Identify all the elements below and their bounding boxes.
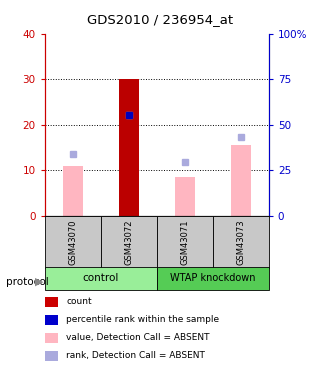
Bar bbox=[63, 166, 83, 216]
Text: rank, Detection Call = ABSENT: rank, Detection Call = ABSENT bbox=[66, 351, 205, 360]
Text: percentile rank within the sample: percentile rank within the sample bbox=[66, 315, 220, 324]
Text: GDS2010 / 236954_at: GDS2010 / 236954_at bbox=[87, 13, 233, 26]
Text: GSM43071: GSM43071 bbox=[180, 219, 189, 265]
Text: WTAP knockdown: WTAP knockdown bbox=[170, 273, 256, 283]
Text: protocol: protocol bbox=[6, 277, 49, 286]
Text: control: control bbox=[83, 273, 119, 283]
Text: GSM43072: GSM43072 bbox=[124, 219, 133, 265]
Bar bbox=[157, 267, 269, 290]
Text: GSM43073: GSM43073 bbox=[236, 219, 245, 265]
Bar bbox=[101, 216, 157, 268]
Bar bbox=[213, 216, 269, 268]
Bar bbox=[231, 145, 251, 216]
Bar bbox=[45, 216, 101, 268]
Text: GSM43070: GSM43070 bbox=[68, 219, 77, 265]
Bar bbox=[119, 79, 139, 216]
Text: value, Detection Call = ABSENT: value, Detection Call = ABSENT bbox=[66, 333, 210, 342]
Bar bbox=[175, 177, 195, 216]
Text: count: count bbox=[66, 297, 92, 306]
Text: ▶: ▶ bbox=[35, 277, 43, 286]
Bar bbox=[157, 216, 213, 268]
Bar bbox=[119, 79, 139, 216]
Bar bbox=[45, 267, 157, 290]
